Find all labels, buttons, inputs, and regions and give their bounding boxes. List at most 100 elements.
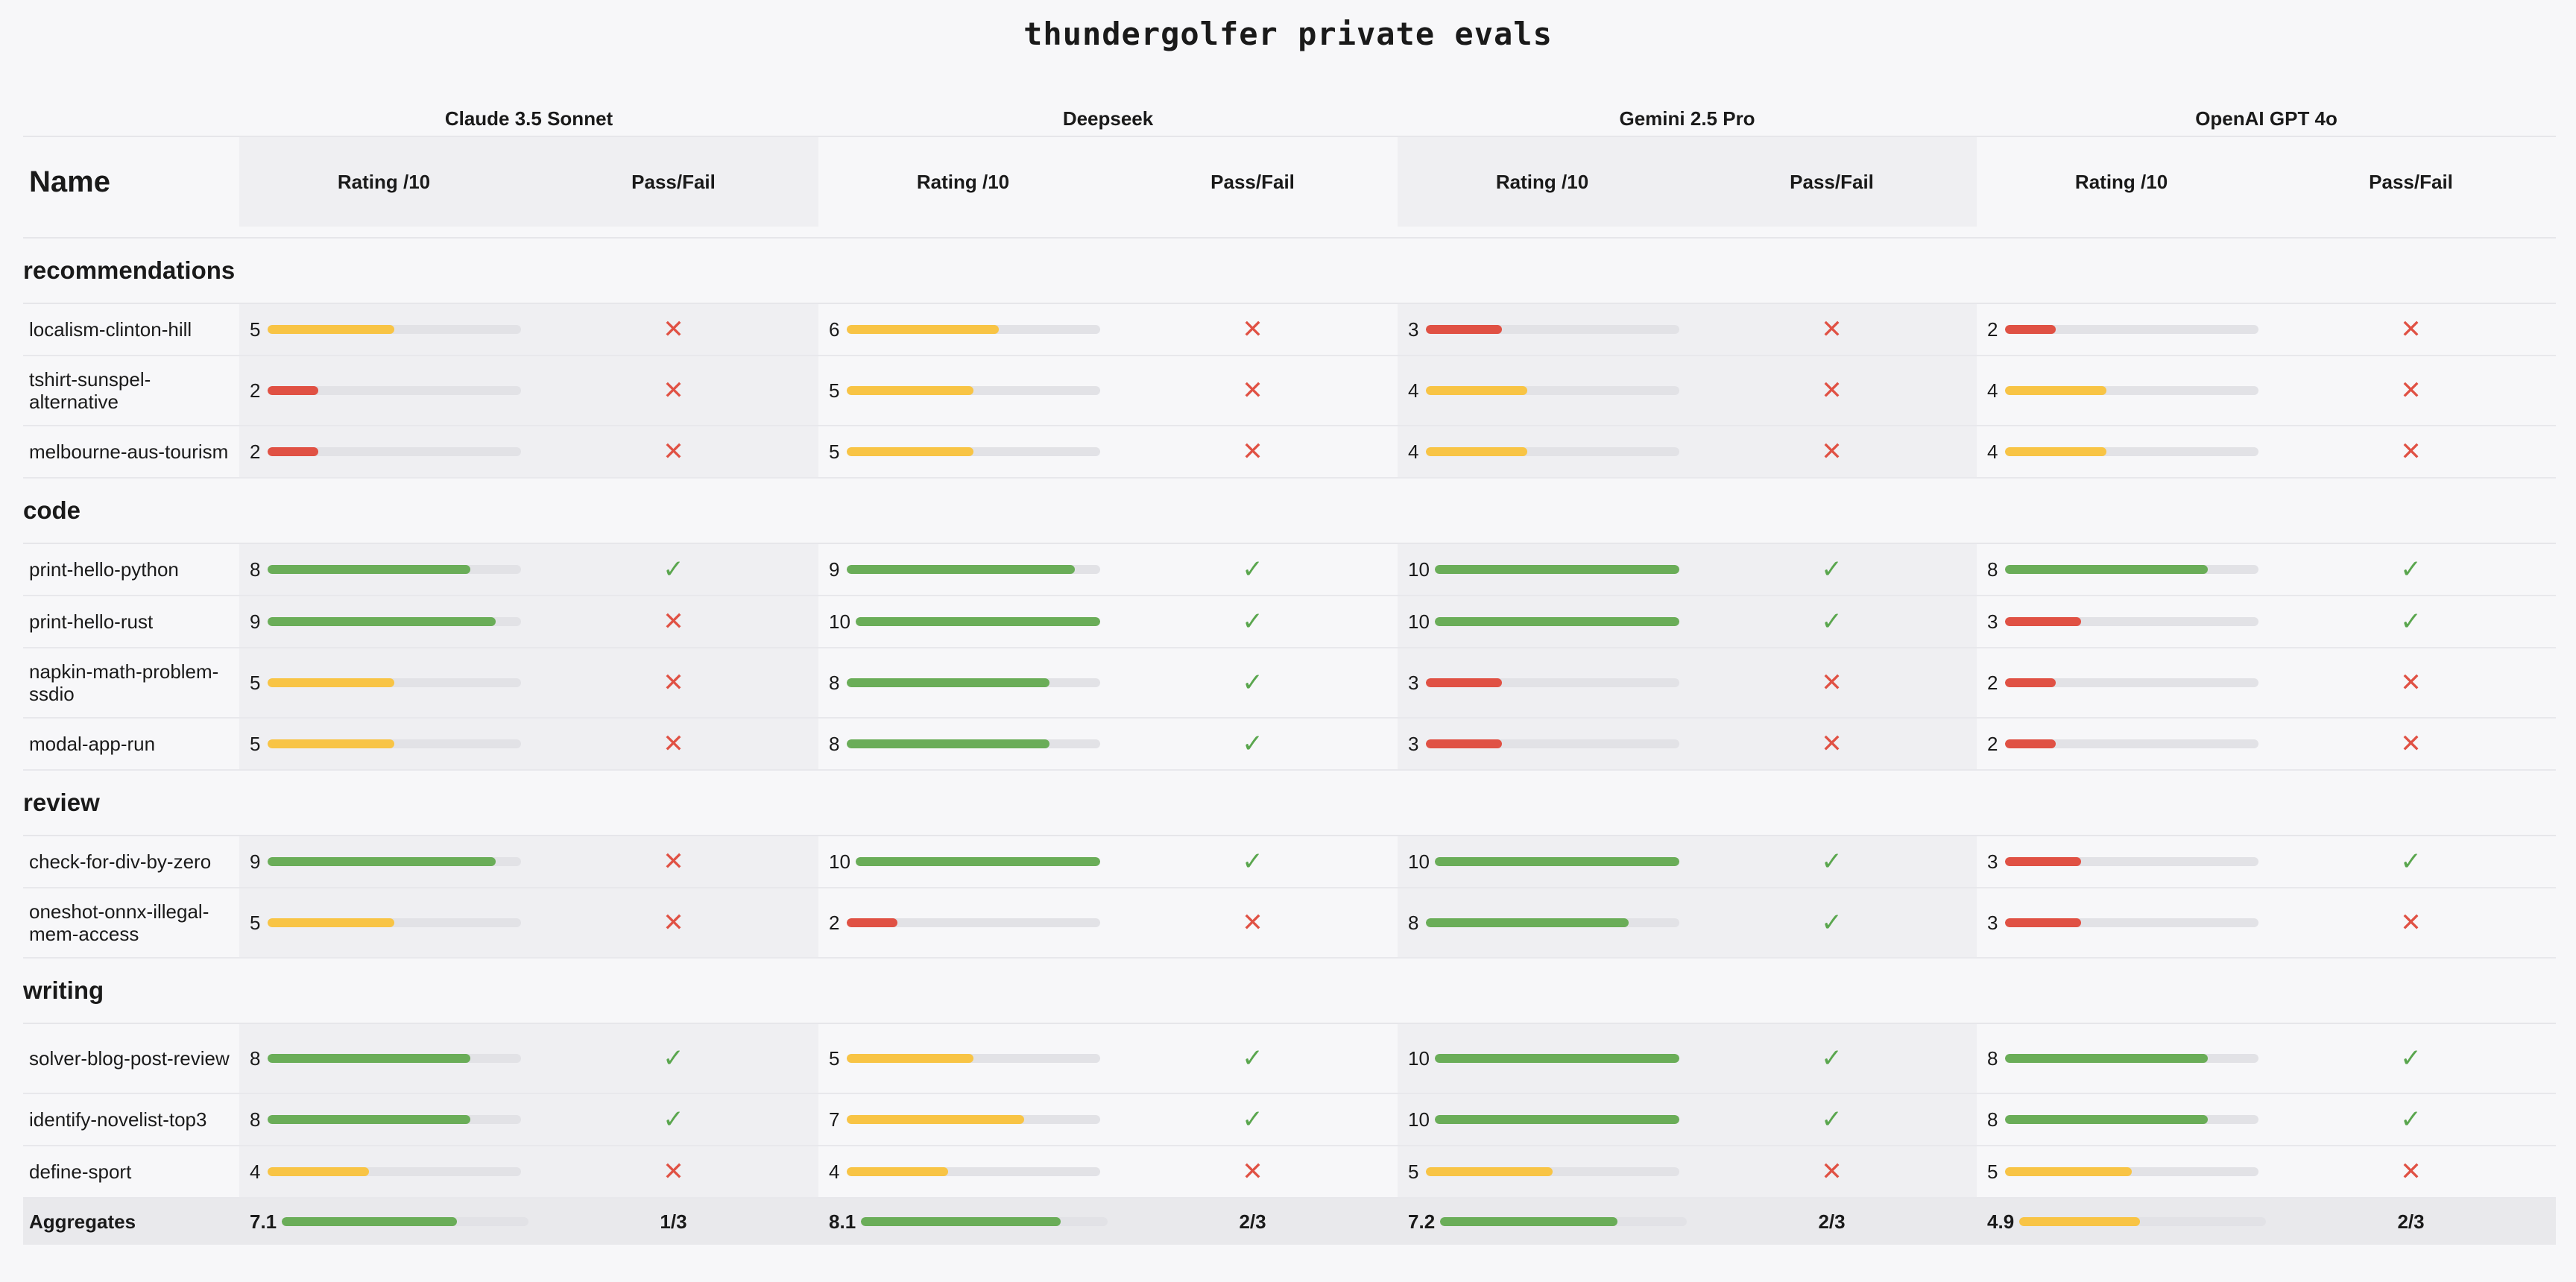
rating-bar-fill	[2005, 739, 2056, 748]
rating-cell: 10	[1398, 596, 1688, 648]
table-row: modal-app-run 5 ✕ 8 ✓ 3 ✕ 2 ✕	[23, 718, 2557, 771]
pass-fail-cell: ✓	[2266, 1023, 2557, 1094]
rating-cell: 10	[1398, 836, 1688, 888]
rating-bar-fill	[268, 857, 496, 866]
rating-cell: 4	[239, 1146, 528, 1199]
rating-value: 4	[1408, 440, 1419, 463]
pass-fail-cell: ✕	[2266, 888, 2557, 959]
eval-name: modal-app-run	[23, 718, 239, 771]
aggregate-rating-value: 7.2	[1408, 1210, 1436, 1233]
pass-fail-cell: ✓	[2266, 596, 2557, 648]
rating-value: 2	[829, 911, 840, 934]
rating-value: 9	[829, 558, 840, 581]
rating-bar	[1426, 678, 1680, 687]
cross-icon: ✕	[1242, 908, 1263, 937]
check-icon: ✓	[1242, 1105, 1263, 1134]
rating-cell: 9	[818, 543, 1108, 596]
aggregate-rating-bar	[2018, 1217, 2267, 1226]
eval-name: print-hello-python	[23, 543, 239, 596]
rating-value: 5	[250, 911, 261, 934]
check-icon: ✓	[1821, 847, 1843, 876]
rating-cell: 9	[239, 596, 528, 648]
aggregate-pass-value: 2/3	[2266, 1198, 2557, 1245]
pass-fail-cell: ✓	[2266, 543, 2557, 596]
rating-bar-fill	[856, 857, 1101, 866]
rating-value: 3	[1987, 610, 1998, 633]
rating-bar-fill	[268, 1054, 470, 1063]
rating-cell: 3	[1977, 836, 2267, 888]
rating-bar	[847, 678, 1101, 687]
rating-cell: 2	[239, 426, 528, 479]
rating-cell: 4	[818, 1146, 1108, 1199]
rating-column-header: Rating /10	[1398, 136, 1688, 227]
pass-fail-cell: ✕	[528, 596, 819, 648]
rating-column-header: Rating /10	[239, 136, 528, 227]
rating-bar-fill	[1435, 857, 1680, 866]
cross-icon: ✕	[2400, 1157, 2422, 1186]
model-header: Gemini 2.5 Pro	[1398, 101, 1977, 137]
pass-column-header: Pass/Fail	[1687, 136, 1977, 227]
eval-name: melbourne-aus-tourism	[23, 426, 239, 479]
rating-cell: 8	[1398, 888, 1688, 959]
cross-icon: ✕	[2400, 376, 2422, 405]
check-icon: ✓	[1821, 1105, 1843, 1134]
pass-fail-cell: ✕	[1108, 356, 1398, 426]
rating-bar	[2005, 739, 2259, 748]
rating-bar-fill	[2005, 1115, 2209, 1124]
rating-bar-fill	[268, 739, 394, 748]
rating-bar	[1435, 1054, 1680, 1063]
pass-fail-cell: ✕	[1108, 426, 1398, 479]
rating-bar-fill	[847, 325, 1000, 334]
table-row: melbourne-aus-tourism 2 ✕ 5 ✕ 4 ✕ 4 ✕	[23, 426, 2557, 479]
rating-bar-fill	[2005, 918, 2082, 927]
cross-icon: ✕	[663, 729, 684, 758]
rating-bar	[268, 386, 521, 395]
rating-cell: 2	[1977, 303, 2267, 356]
aggregate-rating-bar-fill	[860, 1217, 1061, 1226]
table-row: print-hello-rust 9 ✕ 10 ✓ 10 ✓ 3 ✓	[23, 596, 2557, 648]
check-icon: ✓	[663, 555, 684, 584]
rating-bar	[2005, 617, 2259, 626]
rating-bar	[847, 386, 1101, 395]
rating-value: 8	[250, 1108, 261, 1131]
pass-fail-cell: ✕	[2266, 303, 2557, 356]
rating-bar	[847, 1115, 1101, 1124]
rating-cell: 8	[1977, 543, 2267, 596]
rating-cell: 3	[1977, 888, 2267, 959]
pass-fail-cell: ✓	[528, 543, 819, 596]
check-icon: ✓	[1242, 607, 1263, 636]
table-row: tshirt-sunspel-alternative 2 ✕ 5 ✕ 4 ✕ 4 ✕	[23, 356, 2557, 426]
category-row: recommendations	[23, 238, 2557, 304]
pass-fail-cell: ✓	[1687, 888, 1977, 959]
cross-icon: ✕	[663, 437, 684, 466]
rating-value: 3	[1987, 911, 1998, 934]
rating-cell: 4	[1977, 426, 2267, 479]
model-header-row: Claude 3.5 Sonnet Deepseek Gemini 2.5 Pr…	[23, 101, 2557, 137]
rating-bar-fill	[847, 386, 974, 395]
table-row: define-sport 4 ✕ 4 ✕ 5 ✕ 5 ✕	[23, 1146, 2557, 1199]
rating-value: 2	[250, 379, 261, 402]
eval-name: print-hello-rust	[23, 596, 239, 648]
rating-cell: 3	[1398, 648, 1688, 719]
pass-column-header: Pass/Fail	[528, 136, 819, 227]
cross-icon: ✕	[1242, 376, 1263, 405]
rating-bar-fill	[2005, 678, 2056, 687]
category-label: writing	[23, 958, 2557, 1024]
rating-bar	[847, 447, 1101, 456]
check-icon: ✓	[1821, 555, 1843, 584]
pass-fail-cell: ✕	[1108, 888, 1398, 959]
table-body: recommendations localism-clinton-hill 5 ✕ 6 ✕…	[23, 238, 2557, 1199]
rating-bar-fill	[268, 325, 394, 334]
rating-bar	[2005, 678, 2259, 687]
aggregate-rating-bar-fill	[281, 1217, 457, 1226]
rating-bar	[2005, 857, 2259, 866]
cross-icon: ✕	[2400, 668, 2422, 697]
rating-bar-fill	[268, 1167, 369, 1176]
rating-cell: 3	[1398, 303, 1688, 356]
header-gap	[23, 227, 2557, 239]
rating-bar-fill	[1426, 1167, 1553, 1176]
aggregate-rating-value: 4.9	[1987, 1210, 2015, 1233]
pass-fail-cell: ✕	[1687, 718, 1977, 771]
rating-cell: 8	[239, 1093, 528, 1146]
aggregate-rating-cell: 7.1	[239, 1198, 528, 1245]
